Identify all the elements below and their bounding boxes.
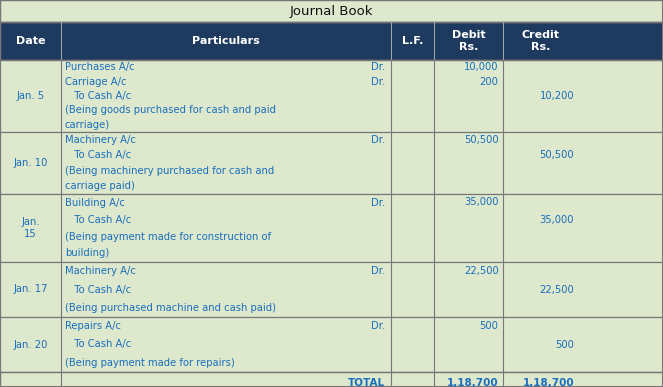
- Text: Carriage A/c: Carriage A/c: [65, 77, 127, 87]
- Text: Dr.: Dr.: [371, 135, 385, 145]
- Text: carriage): carriage): [65, 120, 110, 130]
- Text: 10,000: 10,000: [464, 62, 499, 72]
- Text: 1,18,700: 1,18,700: [447, 378, 499, 387]
- Text: Journal Book: Journal Book: [290, 5, 373, 17]
- Bar: [0, 372, 663, 387]
- Text: Machinery A/c: Machinery A/c: [65, 266, 136, 276]
- Text: L.F.: L.F.: [402, 36, 424, 46]
- Bar: [0, 0, 663, 22]
- Bar: [0, 317, 663, 372]
- Text: To Cash A/c: To Cash A/c: [65, 150, 131, 160]
- Text: Jan. 20: Jan. 20: [13, 339, 48, 349]
- Text: 500: 500: [479, 321, 499, 331]
- Text: (Being payment made for repairs): (Being payment made for repairs): [65, 358, 235, 368]
- Text: 10,200: 10,200: [540, 91, 574, 101]
- Bar: [0, 22, 663, 60]
- Text: Jan. 10: Jan. 10: [13, 158, 48, 168]
- Text: (Being payment made for construction of: (Being payment made for construction of: [65, 231, 271, 241]
- Text: Dr.: Dr.: [371, 62, 385, 72]
- Text: Dr.: Dr.: [371, 77, 385, 87]
- Text: 1,18,700: 1,18,700: [522, 378, 574, 387]
- Text: 22,500: 22,500: [464, 266, 499, 276]
- Text: 35,000: 35,000: [464, 197, 499, 207]
- Text: Purchases A/c: Purchases A/c: [65, 62, 135, 72]
- Text: Debit
Rs.: Debit Rs.: [452, 30, 485, 52]
- Text: Machinery A/c: Machinery A/c: [65, 135, 136, 145]
- Bar: [0, 262, 663, 317]
- Text: 200: 200: [479, 77, 499, 87]
- Text: Dr.: Dr.: [371, 266, 385, 276]
- Text: Jan.
15: Jan. 15: [21, 217, 40, 239]
- Text: Particulars: Particulars: [192, 36, 260, 46]
- Text: To Cash A/c: To Cash A/c: [65, 214, 131, 224]
- Text: Dr.: Dr.: [371, 321, 385, 331]
- Text: To Cash A/c: To Cash A/c: [65, 91, 131, 101]
- Text: 35,000: 35,000: [540, 214, 574, 224]
- Text: Date: Date: [16, 36, 45, 46]
- Text: 50,500: 50,500: [464, 135, 499, 145]
- Text: Jan. 5: Jan. 5: [17, 91, 44, 101]
- Text: (Being goods purchased for cash and paid: (Being goods purchased for cash and paid: [65, 105, 276, 115]
- Text: To Cash A/c: To Cash A/c: [65, 284, 131, 295]
- Text: Credit
Rs.: Credit Rs.: [521, 30, 560, 52]
- Text: To Cash A/c: To Cash A/c: [65, 339, 131, 349]
- Text: Jan. 17: Jan. 17: [13, 284, 48, 295]
- Text: Building A/c: Building A/c: [65, 197, 125, 207]
- Text: carriage paid): carriage paid): [65, 181, 135, 191]
- Text: 500: 500: [555, 339, 574, 349]
- Text: (Being machinery purchased for cash and: (Being machinery purchased for cash and: [65, 166, 274, 176]
- Text: Repairs A/c: Repairs A/c: [65, 321, 121, 331]
- Text: building): building): [65, 248, 109, 259]
- Text: Dr.: Dr.: [371, 197, 385, 207]
- Bar: [0, 60, 663, 132]
- Text: 22,500: 22,500: [540, 284, 574, 295]
- Bar: [0, 132, 663, 194]
- Text: TOTAL: TOTAL: [348, 378, 385, 387]
- Text: 50,500: 50,500: [540, 150, 574, 160]
- Text: (Being purchased machine and cash paid): (Being purchased machine and cash paid): [65, 303, 276, 313]
- Bar: [0, 194, 663, 262]
